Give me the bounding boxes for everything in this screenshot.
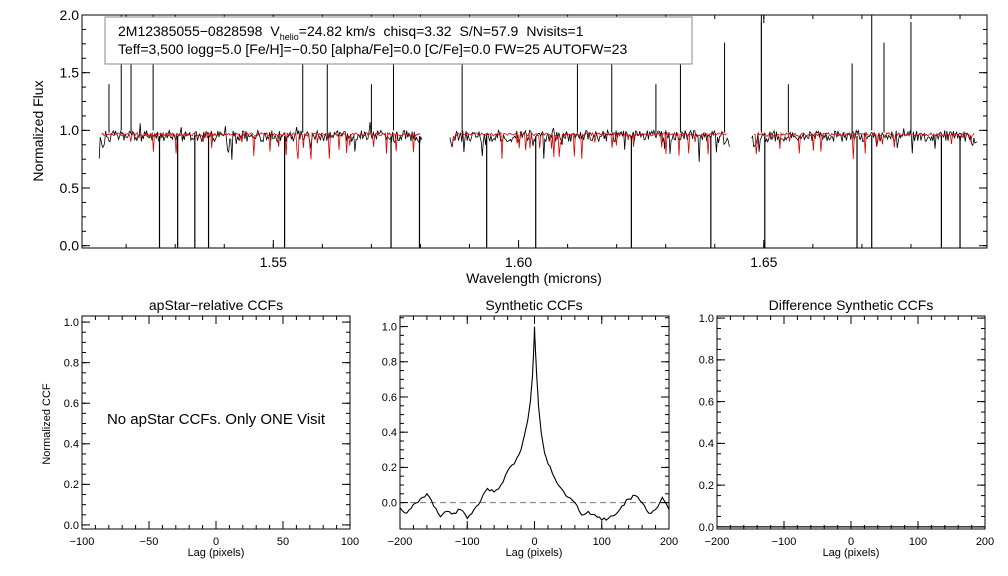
v-label: V: [270, 23, 280, 39]
difference-ccf-panel: Difference Synthetic CCFs −200 −100 0 100 20…: [699, 297, 994, 559]
x-tick-label: 0: [531, 536, 537, 548]
y-tick-label: 2.0: [60, 7, 80, 23]
nvisits-value: Nvisits=1: [526, 23, 583, 39]
spectrum-x-axis-label: Wavelength (microns): [466, 270, 602, 286]
apstar-ccf-y-axis-label: Normalized CCF: [41, 383, 53, 465]
y-tick-label: 1.0: [64, 317, 79, 329]
y-tick-label: 0.6: [382, 392, 397, 404]
x-tick-label: 100: [341, 536, 359, 548]
y-tick-label: 1.0: [382, 321, 397, 333]
spectrum-plot-frame: [81, 14, 988, 249]
model-spectrum-chip-3: [753, 131, 975, 160]
x-tick-label: −100: [455, 536, 480, 548]
x-tick-label: 50: [277, 536, 289, 548]
x-tick-label: 0: [848, 536, 854, 548]
x-tick-label: 200: [976, 536, 994, 548]
apstar-ccf-x-axis-label: Lag (pixels): [188, 547, 245, 559]
y-tick-label: 0.5: [60, 180, 80, 196]
spectrum-y-axis-label: Normalized Flux: [30, 80, 46, 181]
stellar-params-line: Teff=3,500 logg=5.0 [Fe/H]=−0.50 [alpha/…: [118, 41, 627, 57]
model-spectrum-chip-1: [101, 131, 421, 160]
spectrum-ticks: 1.55 1.60 1.65 0.0 0.5 1.0 1.5 2.0: [60, 7, 987, 270]
model-spectrum-chip-2: [451, 131, 727, 159]
y-tick-label: 0.2: [382, 462, 397, 474]
y-tick-label: 1.0: [60, 122, 80, 138]
y-tick-label: 0.8: [64, 358, 79, 370]
x-tick-label: 0: [213, 536, 219, 548]
info-box: 2M12385055−0828598 Vhelio=24.82 km/s chisq…: [104, 16, 693, 65]
y-tick-label: 0.2: [64, 479, 79, 491]
spectrum-panel: 1.55 1.60 1.65 0.0 0.5 1.0 1.5 2.0 Wavelength (…: [30, 7, 988, 286]
info-line-1: 2M12385055−0828598 Vhelio=24.82 km/s chisq…: [118, 23, 584, 42]
difference-ccf-x-axis-label: Lag (pixels): [823, 547, 880, 559]
v-subscript: helio: [280, 32, 299, 42]
synthetic-ccf-lines: [399, 326, 670, 522]
x-tick-label: 1.55: [260, 254, 287, 270]
info-box-frame: [104, 16, 693, 65]
y-tick-label: 0.4: [64, 439, 79, 451]
star-id: 2M12385055−0828598: [118, 23, 263, 39]
x-tick-label: 1.60: [505, 254, 532, 270]
synthetic-ccf-panel: Synthetic CCFs −200 −100 0 100 200 0.0 0.2 0.4 0…: [382, 297, 678, 559]
snr-value: S/N=57.9: [460, 23, 519, 39]
x-tick-label: −200: [705, 536, 730, 548]
y-tick-label: 0.4: [699, 438, 714, 450]
synthetic-ccf-ticks: −200 −100 0 100 200 0.0 0.2 0.4 0.6 0.8 1.0: [382, 316, 678, 548]
x-tick-label: 1.65: [750, 254, 777, 270]
x-tick-label: 100: [909, 536, 927, 548]
synthetic-ccf-title: Synthetic CCFs: [485, 297, 582, 313]
y-tick-label: 0.8: [382, 357, 397, 369]
y-tick-label: 0.6: [699, 396, 714, 408]
difference-ccf-title: Difference Synthetic CCFs: [769, 297, 934, 313]
y-tick-label: 0.0: [60, 238, 80, 254]
y-tick-label: 0.0: [699, 522, 714, 534]
apstar-ccf-panel: apStar−relative CCFs −100 −50 0 50 100 0.0 0.2…: [41, 297, 359, 559]
observed-spectrum-chip-1: [98, 121, 423, 160]
synthetic-ccf-curve: [399, 326, 670, 522]
x-tick-label: −100: [70, 536, 95, 548]
x-tick-label: −50: [140, 536, 159, 548]
y-tick-label: 0.8: [699, 355, 714, 367]
y-tick-label: 0.0: [382, 497, 397, 509]
x-tick-label: −200: [388, 536, 413, 548]
synthetic-ccf-x-axis-label: Lag (pixels): [506, 547, 563, 559]
x-tick-label: 100: [593, 536, 611, 548]
x-tick-label: −100: [772, 536, 797, 548]
y-tick-label: 0.2: [699, 480, 714, 492]
apstar-ccf-ticks: −100 −50 0 50 100 0.0 0.2 0.4 0.6 0.8 1.0: [64, 316, 359, 548]
difference-ccf-ticks: −200 −100 0 100 200 0.0 0.2 0.4 0.6 0.8 1.0: [699, 313, 994, 548]
y-tick-label: 0.4: [382, 427, 397, 439]
y-tick-label: 0.6: [64, 398, 79, 410]
v-helio-value: =24.82 km/s: [299, 23, 376, 39]
apstar-ccf-title: apStar−relative CCFs: [149, 297, 283, 313]
chisq-value: chisq=3.32: [383, 23, 451, 39]
y-tick-label: 1.0: [699, 313, 714, 325]
y-tick-label: 1.5: [60, 65, 80, 81]
y-tick-label: 0.0: [64, 520, 79, 532]
apstar-ccf-message: No apStar CCFs. Only ONE Visit: [107, 411, 326, 428]
x-tick-label: 200: [660, 536, 678, 548]
